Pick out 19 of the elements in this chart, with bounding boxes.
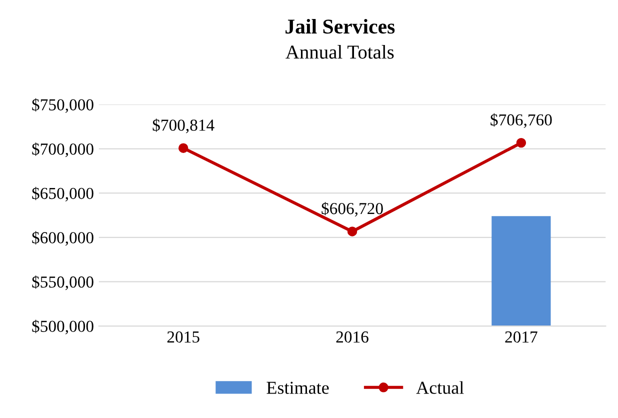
- legend-label: Actual: [416, 381, 464, 394]
- x-tick-label: 2015: [167, 331, 200, 343]
- x-tick-label: 2016: [336, 331, 368, 343]
- y-tick-label: $700,000: [32, 142, 94, 158]
- y-tick-label: $650,000: [32, 186, 94, 202]
- data-label: $606,720: [322, 202, 383, 217]
- y-tick-label: $550,000: [32, 275, 94, 290]
- point: [178, 143, 188, 153]
- y-tick-label: $750,000: [32, 98, 94, 113]
- y-tick-label: $600,000: [32, 231, 94, 246]
- y-tick-label: $500,000: [32, 320, 94, 334]
- chart-subtitle: Annual Totals: [286, 45, 394, 59]
- x-tick-label: 2017: [505, 331, 538, 343]
- point: [516, 138, 526, 148]
- point: [347, 226, 358, 236]
- data-label: $706,760: [490, 113, 552, 128]
- chart-title: Jail Services: [286, 18, 395, 34]
- data-label: $700,814: [152, 118, 214, 134]
- legend-label: Estimate: [266, 382, 329, 394]
